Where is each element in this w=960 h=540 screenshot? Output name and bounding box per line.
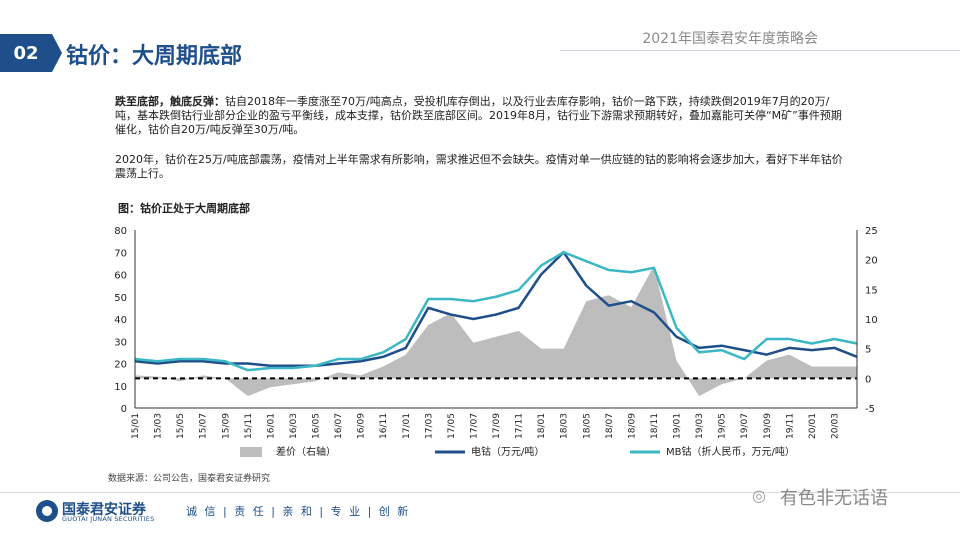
x-tick-label: 16/03 <box>289 413 299 439</box>
x-tick-label: 16/05 <box>312 413 322 439</box>
x-tick-label: 16/09 <box>357 413 367 439</box>
left-tick-label: 20 <box>114 360 127 371</box>
x-tick-label: 20/03 <box>830 413 840 439</box>
x-tick-label: 19/03 <box>695 413 705 439</box>
x-tick-label: 17/05 <box>447 413 457 439</box>
x-tick-label: 16/01 <box>266 413 276 439</box>
series-lines-layer <box>134 251 858 372</box>
header-divider <box>560 50 960 51</box>
x-tick-label: 19/05 <box>718 413 728 439</box>
company-name: 国泰君安证券 <box>62 502 146 518</box>
legend-spread-label: 差价（右轴） <box>276 445 336 458</box>
x-tick-label: 20/01 <box>808 413 818 439</box>
x-tick-label: 16/07 <box>334 413 344 439</box>
legend-mb-label: MB钴（折人民币，万元/吨） <box>666 445 795 458</box>
spread-area-layer <box>135 265 857 397</box>
left-tick-label: 80 <box>114 226 127 237</box>
cobalt-price-chart: 0 10 20 30 40 50 60 70 80 -5 0 5 10 15 20 25 15/01 15/03 1… <box>114 226 877 458</box>
left-tick-label: 40 <box>114 315 127 326</box>
electrolytic-cobalt-line <box>134 251 858 367</box>
paragraph-2: 2020年，钴价在25万/吨底部震荡，疫情对上半年需求有所影响，需求推迟但不会缺… <box>115 153 843 180</box>
company-logo-icon <box>36 500 58 522</box>
x-tick-label: 15/05 <box>176 413 186 439</box>
x-tick-label: 19/09 <box>763 413 773 439</box>
left-tick-label: 60 <box>114 271 127 282</box>
paragraph-1: 跌至底部，触底反弹：钴自2018年一季度涨至70万/吨高点，受投机库存倒出，以及… <box>115 95 850 137</box>
figure-title: 图：钴价正处于大周期底部 <box>118 202 250 215</box>
x-tick-label: 17/11 <box>515 413 525 439</box>
left-tick-label: 50 <box>114 293 127 304</box>
left-tick-label: 10 <box>114 382 127 393</box>
x-tick-label: 17/01 <box>402 413 412 439</box>
x-tick-label: 18/05 <box>582 413 592 439</box>
right-tick-label: -5 <box>865 404 875 415</box>
x-tick-label: 18/01 <box>537 413 547 439</box>
wechat-icon: ◎ <box>752 486 766 505</box>
page-title: 钴价：大周期底部 <box>66 44 243 69</box>
x-tick-label: 18/03 <box>560 413 570 439</box>
x-tick-label: 15/07 <box>199 413 209 439</box>
right-tick-label: 5 <box>865 345 871 356</box>
left-tick-label: 0 <box>121 404 127 415</box>
company-name-en: GUOTAI JUNAN SECURITIES <box>62 515 155 523</box>
x-tick-label: 17/03 <box>424 413 434 439</box>
x-tick-label: 16/11 <box>379 413 389 439</box>
slide-number-badge: 02 <box>0 34 62 72</box>
paragraph-1-lead: 跌至底部，触底反弹： <box>115 95 225 108</box>
paragraph-1-text: 钴自2018年一季度涨至70万/吨高点，受投机库存倒出，以及行业去库存影响，钴价… <box>115 95 842 136</box>
right-tick-label: 10 <box>865 315 878 326</box>
x-tick-label: 15/03 <box>154 413 164 439</box>
watermark-text: 有色非无话语 <box>780 488 888 509</box>
x-tick-label: 19/01 <box>673 413 683 439</box>
x-tick-label: 18/11 <box>650 413 660 439</box>
right-tick-label: 15 <box>865 285 878 296</box>
x-tick-label: 19/07 <box>740 413 750 439</box>
x-tick-label: 19/11 <box>785 413 795 439</box>
right-tick-label: 0 <box>865 374 871 385</box>
x-tick-label: 17/09 <box>492 413 502 439</box>
mb-cobalt-line <box>134 251 858 372</box>
left-tick-label: 30 <box>114 337 127 348</box>
x-tick-label: 18/07 <box>605 413 615 439</box>
data-source: 数据来源：公司公告，国泰君安证券研究 <box>108 474 271 484</box>
right-tick-label: 25 <box>865 226 878 237</box>
x-tick-label: 15/01 <box>131 413 141 439</box>
legend-electrolytic-label: 电钴（万元/吨） <box>471 445 544 458</box>
right-tick-label: 20 <box>865 256 878 267</box>
spread-area <box>135 265 857 397</box>
left-tick-label: 70 <box>114 248 127 259</box>
legend: 差价（右轴） 电钴（万元/吨） MB钴（折人民币，万元/吨） <box>240 445 795 458</box>
x-tick-label: 17/07 <box>469 413 479 439</box>
footer-divider <box>0 492 960 493</box>
axes-layer: 0 10 20 30 40 50 60 70 80 -5 0 5 10 15 20 25 15/01 15/03 1… <box>114 226 877 439</box>
conference-name: 2021年国泰君安年度策略会 <box>642 31 818 47</box>
x-tick-label: 15/09 <box>221 413 231 439</box>
x-tick-label: 15/11 <box>244 413 254 439</box>
slogan: 诚 信 | 责 任 | 亲 和 | 专 业 | 创 新 <box>186 505 411 518</box>
legend-spread-swatch <box>240 447 262 457</box>
x-tick-label: 18/09 <box>627 413 637 439</box>
